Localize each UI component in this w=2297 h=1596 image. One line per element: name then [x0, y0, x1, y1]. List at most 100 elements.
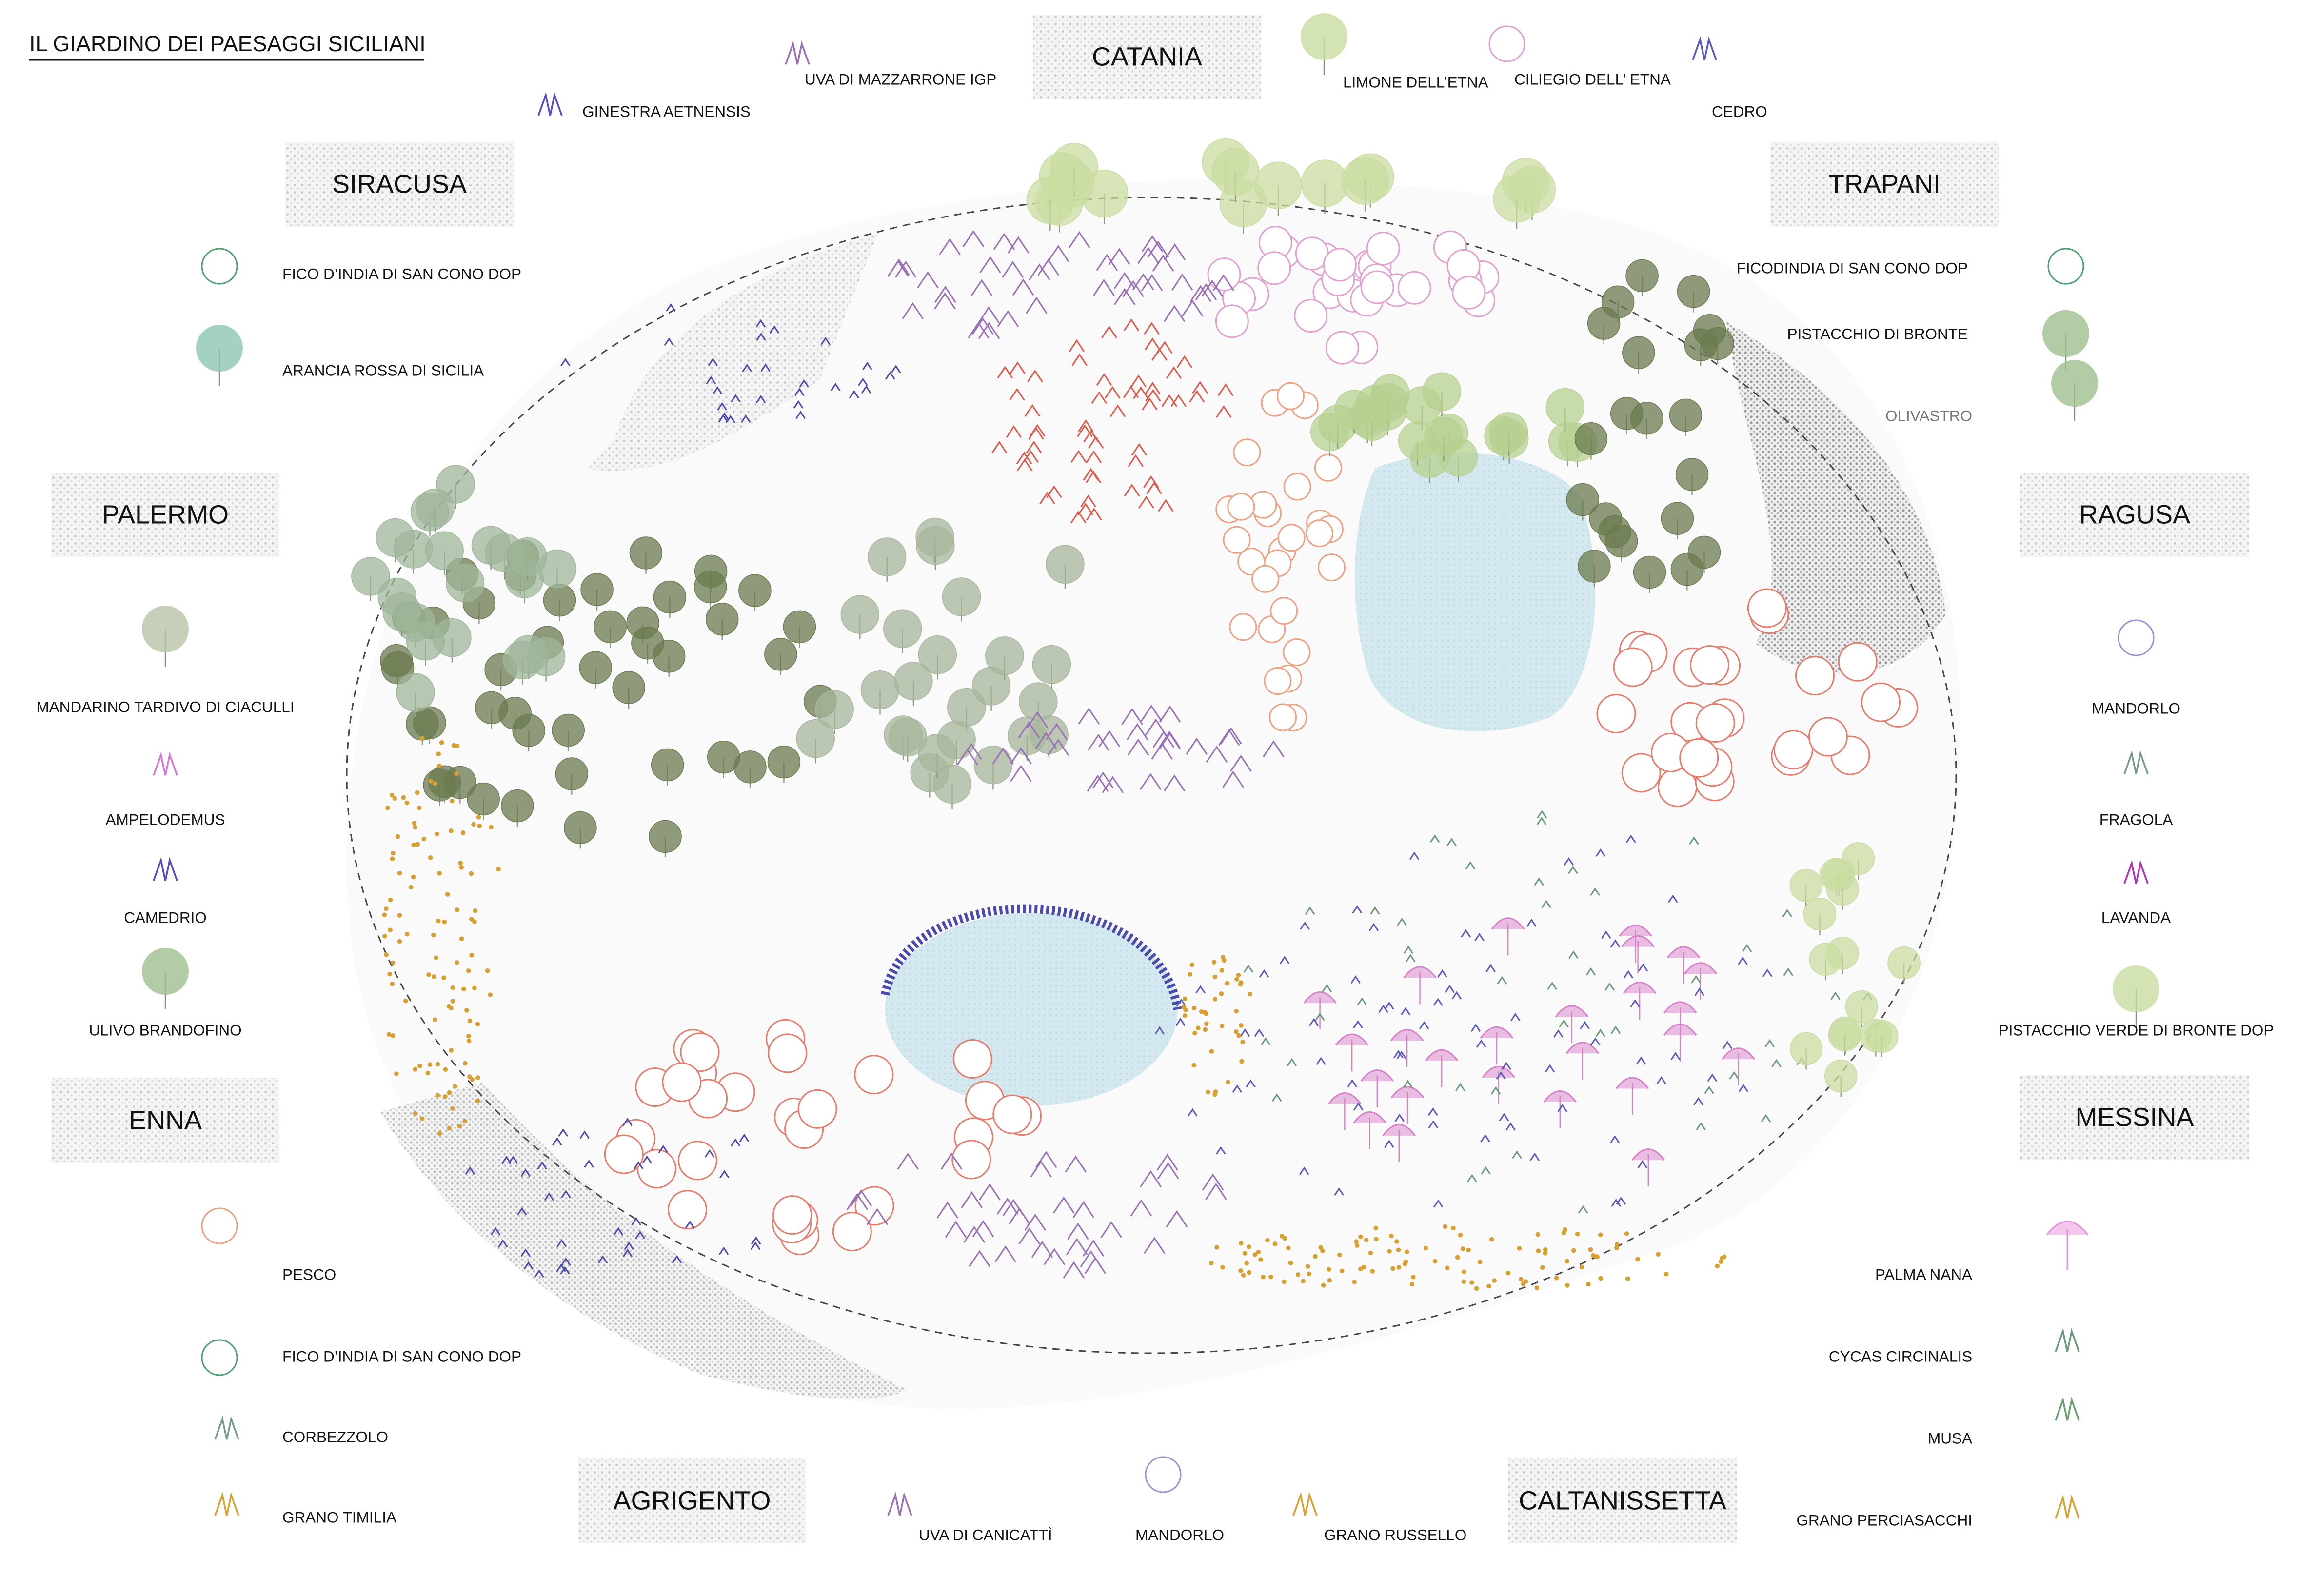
plant-icon: [1301, 13, 1347, 60]
shrub: [1704, 1085, 1714, 1094]
grain: [383, 906, 389, 911]
grain: [1183, 1007, 1188, 1012]
tree-canopy: [1826, 937, 1859, 970]
plant-icon: [2123, 860, 2149, 884]
shrub: [888, 258, 910, 276]
shrub: [1693, 1097, 1703, 1105]
grain: [1244, 1261, 1249, 1266]
tree-canopy: [1578, 550, 1611, 583]
tree-canopy: [1026, 177, 1074, 224]
palm-crown: [1353, 1111, 1386, 1123]
shrub: [1636, 1056, 1646, 1065]
shrub: [1497, 976, 1507, 985]
grain: [1239, 1241, 1244, 1246]
shrub: [1437, 969, 1447, 978]
shrub: [1195, 985, 1206, 994]
tree-canopy: [1080, 169, 1129, 217]
grain: [392, 796, 397, 801]
tree-canopy: [840, 595, 880, 634]
shrub: [561, 1190, 571, 1199]
grain: [413, 1067, 417, 1072]
tree-outline: [1323, 248, 1357, 282]
region-box: [1508, 1458, 1737, 1543]
shrub: [968, 321, 990, 339]
shrub: [1534, 877, 1544, 886]
grain: [1208, 1261, 1214, 1266]
shrub: [1006, 425, 1022, 438]
shrub: [742, 363, 752, 372]
tree-outline: [1276, 382, 1305, 410]
shrub: [1138, 495, 1154, 509]
grain: [1326, 1267, 1331, 1272]
shrub: [1505, 1122, 1516, 1131]
shrub: [1108, 248, 1130, 265]
grain: [1226, 1080, 1230, 1084]
shrub: [755, 319, 766, 328]
shrub: [1067, 1222, 1089, 1240]
shrub: [622, 1118, 633, 1126]
plant-icon: [537, 92, 563, 116]
shrub: [1163, 774, 1186, 792]
shrub: [1623, 970, 1634, 979]
shrub: [584, 1159, 594, 1168]
plant-icon: [785, 40, 810, 65]
plant-icon: [2047, 248, 2084, 285]
grain: [1403, 1259, 1408, 1264]
grain: [450, 985, 455, 990]
tree-canopy: [543, 583, 576, 617]
grain: [455, 960, 459, 965]
grain: [1191, 1063, 1197, 1068]
shrub: [1637, 1160, 1648, 1169]
tree-outline: [1613, 647, 1653, 687]
shrub: [755, 395, 766, 404]
grain: [1474, 1286, 1479, 1291]
shrub: [820, 336, 831, 345]
tree-outline: [1397, 271, 1431, 305]
shrub: [704, 1149, 715, 1158]
shrub: [1604, 982, 1615, 991]
grain: [384, 952, 389, 957]
shrub: [1078, 419, 1094, 433]
grain: [1663, 1271, 1669, 1277]
grain: [1656, 1252, 1661, 1257]
plant-label: ARANCIA ROSSA DI SICILIA: [282, 361, 484, 379]
plant-label: MANDORLO: [2092, 699, 2180, 717]
shrub: [1010, 765, 1032, 782]
shrub: [1474, 932, 1485, 941]
shrub: [1026, 711, 1049, 729]
grain: [1286, 1245, 1291, 1251]
tree-outline: [952, 1039, 992, 1079]
tree-canopy: [783, 610, 816, 644]
shrub: [1157, 1162, 1179, 1180]
shrub: [936, 1201, 959, 1219]
grain: [1364, 1237, 1369, 1242]
tree-canopy: [1574, 422, 1608, 455]
tree-outline: [1270, 597, 1298, 625]
grain: [1523, 1279, 1528, 1284]
plant-icon: [2113, 965, 2159, 1012]
grain: [434, 955, 438, 960]
palm-crown: [1631, 1148, 1665, 1161]
tree-canopy: [351, 557, 390, 596]
tree-outline: [677, 1141, 717, 1181]
shrub: [1189, 285, 1212, 302]
shrub: [1132, 273, 1154, 291]
plant-icon: [153, 857, 178, 881]
grain: [1191, 1005, 1197, 1011]
grain: [443, 1067, 448, 1072]
shrub: [894, 260, 917, 278]
shrub: [1510, 1013, 1521, 1022]
shrub: [1121, 708, 1143, 725]
plant-icon: [2042, 310, 2089, 357]
shrub: [760, 363, 771, 372]
shrub: [1217, 383, 1234, 396]
palm-crown: [1335, 1033, 1369, 1046]
plant-icon: [1692, 36, 1717, 60]
plant-label: PESCO: [282, 1265, 336, 1283]
palm-crown: [1390, 1086, 1425, 1099]
grain: [1411, 1274, 1416, 1280]
shrub: [1350, 975, 1361, 984]
region-box: [578, 1458, 806, 1543]
grain: [1272, 1241, 1278, 1246]
legend: CATANIA GINESTRA AETNENSIS UVA DI MAZZARRO…: [36, 13, 2274, 1543]
